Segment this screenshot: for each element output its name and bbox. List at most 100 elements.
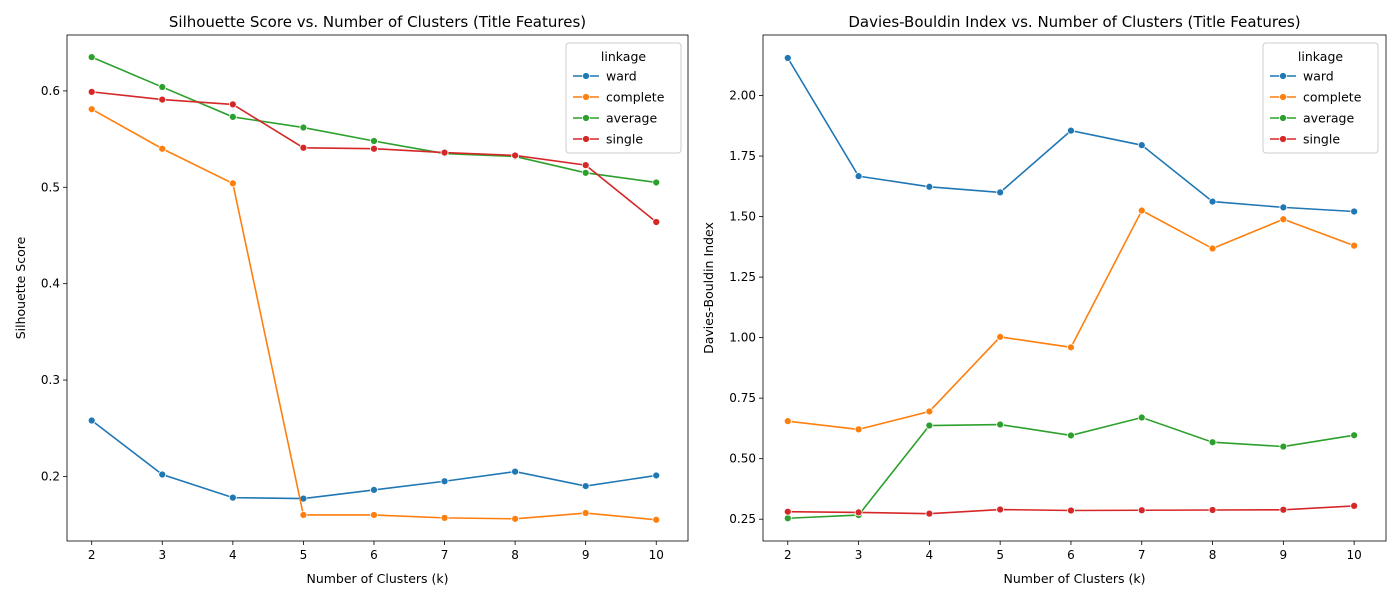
y-tick-label: 0.5	[41, 180, 60, 194]
x-tick-label: 10	[649, 548, 664, 562]
series-single	[783, 502, 1359, 518]
data-point	[854, 425, 863, 434]
legend-label: ward	[606, 69, 637, 84]
data-point	[783, 417, 792, 426]
data-point	[996, 420, 1005, 429]
data-point	[1350, 207, 1359, 216]
data-point	[158, 95, 167, 104]
data-point	[511, 514, 519, 523]
legend-box	[565, 42, 682, 154]
data-point	[652, 515, 661, 524]
data-point	[370, 144, 378, 153]
legend-label: single	[606, 132, 643, 147]
data-point	[299, 143, 308, 152]
data-point	[440, 148, 449, 157]
x-tick-label: 10	[1347, 548, 1362, 562]
data-point	[1279, 203, 1288, 212]
data-point	[652, 178, 661, 187]
legend-label: average	[1303, 111, 1354, 126]
data-point	[299, 123, 308, 132]
data-point	[1279, 505, 1288, 514]
data-point	[1279, 442, 1288, 451]
y-tick-label: 0.6	[41, 84, 60, 98]
data-point	[87, 87, 96, 96]
series-line	[91, 108, 657, 521]
data-point	[158, 83, 167, 91]
y-tick-label: 1.50	[729, 210, 756, 224]
chart-panel-1: Silhouette Score vs. Number of Clusters …	[13, 13, 689, 586]
x-tick-label: 2	[784, 548, 792, 562]
legend-entry-ward: ward	[573, 69, 637, 84]
data-point	[1137, 413, 1146, 422]
data-point	[228, 113, 237, 121]
y-tick-label: 0.50	[729, 452, 756, 466]
x-tick-label: 2	[88, 548, 96, 562]
legend-marker	[1279, 135, 1287, 143]
legend-marker	[582, 93, 590, 101]
x-tick-label: 7	[441, 548, 449, 562]
series-single	[87, 87, 661, 226]
legend-label: single	[1303, 132, 1340, 147]
data-point	[158, 470, 167, 479]
data-point	[228, 493, 237, 502]
y-tick-label: 0.2	[41, 469, 60, 483]
y-tick-label: 1.25	[729, 270, 756, 284]
x-tick-label: 4	[926, 548, 934, 562]
legend-label: average	[606, 111, 657, 126]
y-tick-label: 2.00	[729, 89, 756, 103]
plot-frame	[762, 34, 1387, 542]
data-point	[783, 514, 792, 523]
data-point	[783, 507, 792, 516]
data-point	[1208, 244, 1217, 253]
chart-title: Silhouette Score vs. Number of Clusters …	[169, 13, 586, 31]
series-ward	[87, 416, 661, 503]
y-tick-label: 0.25	[729, 512, 756, 526]
legend-marker	[1279, 93, 1287, 101]
data-point	[370, 511, 378, 519]
data-point	[1067, 126, 1075, 135]
legend-entry-complete: complete	[573, 90, 665, 105]
x-tick-label: 9	[582, 548, 590, 562]
data-point	[652, 218, 661, 226]
data-point	[440, 477, 449, 486]
data-point	[652, 471, 661, 480]
x-tick-label: 3	[855, 548, 863, 562]
legend: linkage ward complete average single	[565, 42, 682, 154]
data-point	[1208, 506, 1217, 514]
data-point	[581, 509, 590, 517]
data-point	[925, 182, 934, 191]
data-point	[299, 511, 308, 519]
x-tick-label: 5	[996, 548, 1004, 562]
chart-panel-2: Davies-Bouldin Index vs. Number of Clust…	[701, 13, 1387, 586]
y-tick-label: 0.75	[729, 391, 756, 405]
x-tick-label: 4	[229, 548, 237, 562]
data-point	[1208, 438, 1217, 447]
series-complete	[87, 105, 661, 524]
y-axis-label: Davies-Bouldin Index	[701, 222, 716, 354]
data-point	[87, 53, 96, 62]
data-point	[925, 509, 934, 518]
series-line	[787, 209, 1355, 431]
data-point	[370, 486, 378, 494]
x-tick-label: 6	[1067, 548, 1075, 562]
legend-marker	[582, 135, 590, 143]
legend-marker	[1279, 114, 1287, 122]
data-point	[1208, 197, 1217, 206]
x-tick-label: 9	[1280, 548, 1288, 562]
data-point	[1350, 431, 1359, 440]
x-tick-label: 5	[300, 548, 308, 562]
legend-entry-single: single	[573, 132, 643, 147]
data-point	[854, 172, 863, 181]
data-point	[581, 482, 590, 490]
data-point	[1137, 206, 1146, 215]
legend: linkage ward complete average single	[1262, 42, 1379, 154]
y-tick-label: 0.4	[41, 277, 60, 291]
data-point	[996, 188, 1005, 197]
x-tick-label: 3	[158, 548, 166, 562]
data-point	[228, 179, 237, 188]
x-tick-label: 8	[1209, 548, 1217, 562]
legend-label: ward	[1303, 69, 1334, 84]
data-point	[581, 168, 590, 177]
legend-title: linkage	[601, 49, 646, 64]
